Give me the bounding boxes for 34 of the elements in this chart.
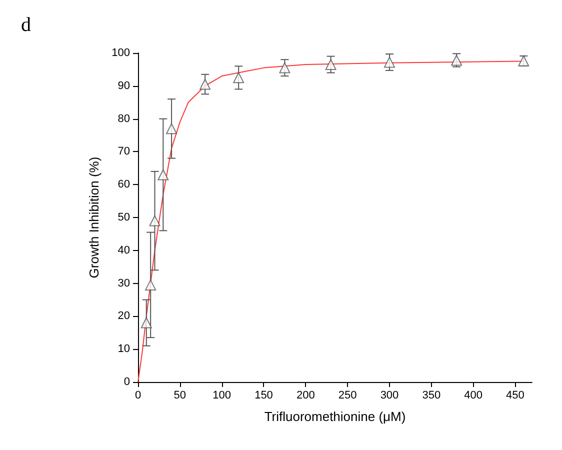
x-tick-label: 100 [212,390,232,402]
y-tick-label: 10 [118,343,130,356]
x-tick-label: 150 [254,390,273,402]
x-axis-title: Trifluoromethionine (μM) [264,409,406,424]
y-tick-label: 60 [118,178,130,191]
y-tick-label: 20 [118,310,130,322]
y-tick-label: 80 [118,112,130,125]
point [325,59,336,70]
y-tick-label: 70 [118,146,130,158]
x-tick-label: 0 [134,390,142,402]
point [233,72,244,84]
y-axis-title: Growth Inhibition (%) [86,156,102,278]
point [149,215,160,226]
x-tick-label: 50 [174,390,186,402]
x-tick-label: 300 [380,390,399,402]
x-tick-label: 450 [506,390,524,402]
point [140,317,152,328]
y-tick-label: 100 [112,47,130,59]
y-tick-label: 0 [124,376,130,388]
text: d [21,14,31,36]
point [279,62,290,74]
y-tick-label: 90 [118,80,130,92]
y-tick-label: 40 [118,244,130,256]
point [200,78,211,90]
point [166,123,178,134]
point [384,56,395,68]
x-tick-label: 350 [422,390,441,402]
y-tick-label: 50 [118,212,130,224]
x-tick-label: 400 [464,390,482,402]
point [158,169,169,180]
x-tick-label: 250 [338,390,357,402]
point [145,279,156,290]
y-tick-label: 30 [118,277,130,290]
x-tick-label: 200 [296,390,315,402]
